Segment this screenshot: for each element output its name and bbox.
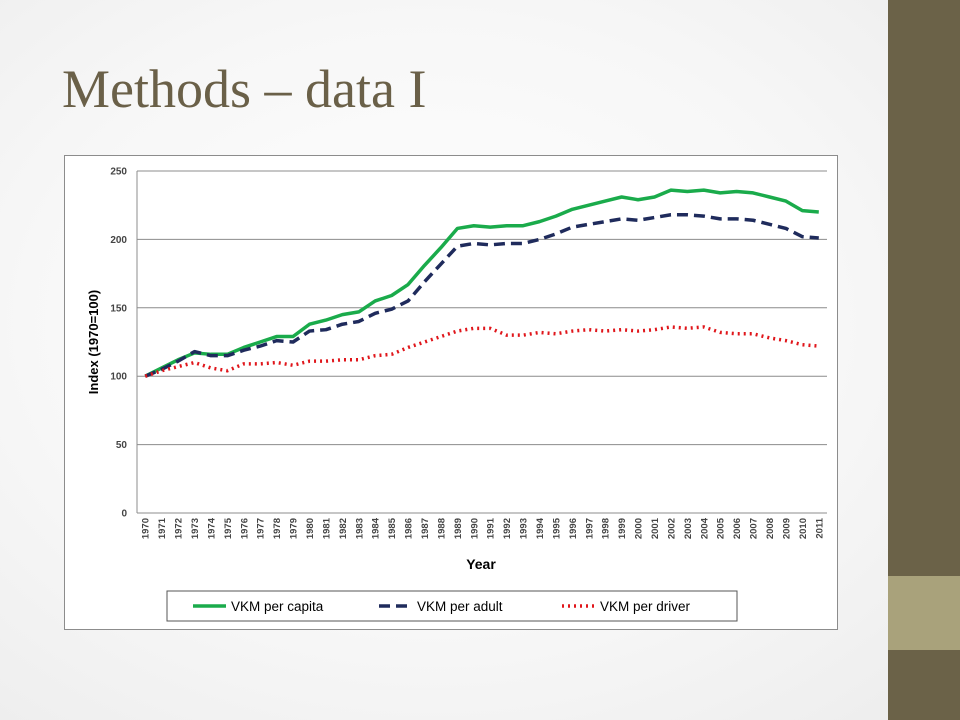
x-tick-label: 1979 bbox=[289, 518, 300, 539]
x-tick-labels: 1970 1971 1972 1973 1974 1975 1976 1977 1978 1979… bbox=[141, 517, 826, 539]
x-tick-label: 1997 bbox=[584, 518, 595, 539]
x-tick-label: 1996 bbox=[568, 518, 579, 539]
legend-label: VKM per driver bbox=[600, 599, 691, 614]
slide-title: Methods – data I bbox=[62, 59, 427, 119]
x-tick-label: 1998 bbox=[601, 518, 612, 539]
x-tick-label: 1991 bbox=[486, 517, 497, 539]
gridlines bbox=[137, 170, 827, 446]
x-tick-label: 1993 bbox=[519, 518, 530, 539]
x-tick-label: 1984 bbox=[371, 517, 382, 539]
sidebar-block-bottom bbox=[888, 650, 960, 720]
x-tick-label: 1985 bbox=[387, 517, 398, 539]
y-tick-label: 200 bbox=[110, 235, 127, 246]
x-tick-label: 2002 bbox=[666, 518, 677, 539]
y-tick-labels: 0 50 100 150 200 250 bbox=[110, 167, 127, 520]
y-tick-label: 250 bbox=[110, 167, 127, 178]
x-tick-label: 1970 bbox=[141, 518, 152, 539]
x-tick-label: 1987 bbox=[420, 518, 431, 539]
legend-label: VKM per capita bbox=[231, 599, 324, 614]
x-tick-label: 1974 bbox=[206, 517, 217, 539]
x-tick-label: 1989 bbox=[453, 518, 464, 539]
sidebar-block-middle bbox=[888, 576, 960, 650]
x-tick-label: 1976 bbox=[239, 518, 250, 539]
y-tick-label: 0 bbox=[121, 509, 127, 520]
y-tick-label: 150 bbox=[110, 303, 127, 314]
x-tick-label: 2004 bbox=[699, 517, 710, 539]
x-tick-label: 2011 bbox=[814, 517, 825, 538]
x-tick-label: 2003 bbox=[683, 518, 694, 539]
series-line-0 bbox=[144, 188, 819, 378]
x-tick-label: 1975 bbox=[223, 517, 234, 539]
y-axis-label: Index (1970=100) bbox=[86, 290, 101, 394]
x-tick-label: 2008 bbox=[765, 518, 776, 539]
x-tick-label: 2007 bbox=[749, 518, 760, 539]
x-tick-label: 1972 bbox=[174, 518, 185, 539]
x-tick-label: 1994 bbox=[535, 517, 546, 539]
legend-box bbox=[166, 590, 738, 622]
series-line-2 bbox=[144, 325, 819, 378]
x-tick-label: 1978 bbox=[272, 518, 283, 539]
chart-frame: 0 50 100 150 200 250 1970 1971 1972 1973 1974 1975… bbox=[64, 155, 838, 630]
x-tick-label: 1990 bbox=[469, 518, 480, 539]
x-tick-label: 1995 bbox=[551, 517, 562, 539]
x-tick-label: 2005 bbox=[716, 517, 727, 539]
x-tick-label: 1971 bbox=[157, 517, 168, 539]
sidebar-block-top bbox=[888, 0, 960, 576]
y-tick-label: 100 bbox=[110, 372, 127, 383]
line-chart: 0 50 100 150 200 250 1970 1971 1972 1973 1974 1975… bbox=[86, 167, 827, 622]
x-tick-label: 1973 bbox=[190, 518, 201, 539]
sidebar-decoration bbox=[888, 0, 960, 720]
x-tick-label: 2010 bbox=[798, 518, 809, 539]
x-tick-label: 1977 bbox=[256, 518, 267, 539]
series-lines bbox=[144, 188, 819, 378]
x-tick-label: 1988 bbox=[436, 518, 447, 539]
x-tick-label: 1986 bbox=[404, 518, 415, 539]
x-axis-label: Year bbox=[466, 556, 496, 572]
x-tick-label: 1983 bbox=[354, 518, 365, 539]
x-tick-label: 2006 bbox=[732, 518, 743, 539]
x-tick-label: 2001 bbox=[650, 517, 661, 539]
x-tick-label: 1982 bbox=[338, 518, 349, 539]
x-tick-label: 2009 bbox=[781, 518, 792, 539]
x-tick-label: 1980 bbox=[305, 518, 316, 539]
y-tick-label: 50 bbox=[116, 440, 128, 451]
x-tick-label: 1981 bbox=[321, 517, 332, 539]
axes bbox=[136, 171, 827, 514]
x-tick-label: 1992 bbox=[502, 518, 513, 539]
legend-label: VKM per adult bbox=[417, 599, 503, 614]
x-tick-label: 2000 bbox=[634, 518, 645, 539]
x-tick-label: 1999 bbox=[617, 518, 628, 539]
series-line-1 bbox=[144, 213, 819, 378]
legend: VKM per capita VKM per adult VKM per drive… bbox=[166, 590, 738, 622]
